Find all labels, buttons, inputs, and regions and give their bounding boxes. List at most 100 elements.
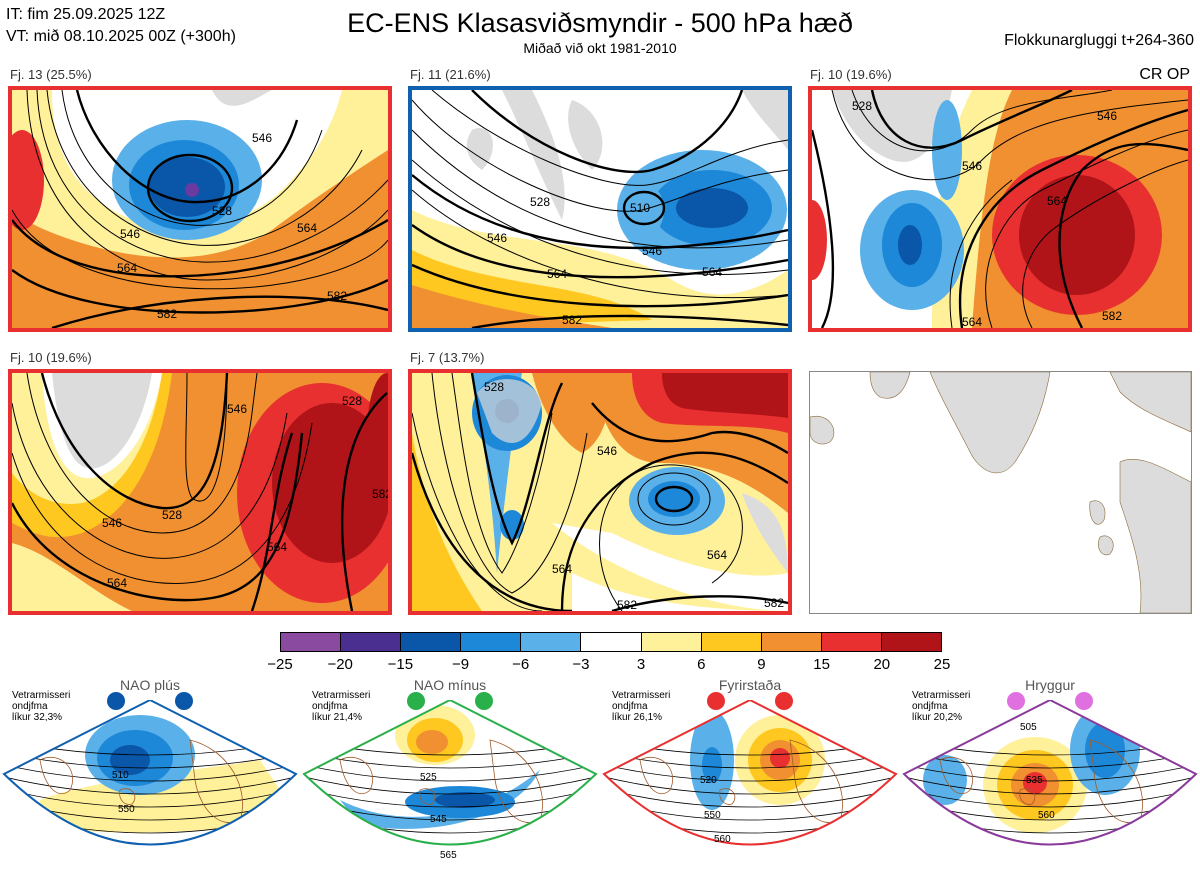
regime-contour-label: 535 <box>1026 775 1043 786</box>
regime-title: Fyrirstaða <box>718 677 782 693</box>
contour-label: 564 <box>547 267 567 281</box>
colorbar-tick-label: −6 <box>512 656 530 673</box>
contour-label: 564 <box>117 261 137 275</box>
regime-contour-label: 550 <box>118 804 135 815</box>
contour-label: 546 <box>642 244 662 258</box>
colorbar-tick-label: 9 <box>757 656 766 673</box>
contour-label: 528 <box>162 508 182 522</box>
contour-label: 510 <box>630 201 650 215</box>
panel-label-3: Fj. 10 (19.6%) <box>810 67 892 82</box>
colorbar-segment <box>761 633 822 651</box>
regime-note-line: ondjfma <box>912 701 948 712</box>
contour-label: 564 <box>702 265 722 279</box>
colorbar-tick-label: −3 <box>572 656 590 673</box>
regime-marker-dot <box>107 692 125 710</box>
regime-title: NAO mínus <box>413 677 487 693</box>
regime-marker-dot <box>1007 692 1025 710</box>
regime-note-line: líkur 21,4% <box>312 712 363 723</box>
regime-note-line: Vetrarmisseri <box>612 690 671 701</box>
colorbar-tick-label: −20 <box>327 656 353 673</box>
contour-label: 564 <box>1047 194 1067 208</box>
contour-label: 582 <box>617 598 637 611</box>
colorbar-tick-label: −15 <box>387 656 414 673</box>
contour-label: 582 <box>764 596 784 610</box>
colorbar-tick-label: 15 <box>813 656 830 673</box>
contour-label: 564 <box>267 540 287 554</box>
regime-title: NAO plús <box>120 677 180 693</box>
colorbar-segment <box>881 633 942 651</box>
colorbar <box>280 632 942 652</box>
contour-label: 582 <box>372 487 388 501</box>
colorbar-segment <box>281 633 342 651</box>
regime-contour-label: 565 <box>440 850 457 861</box>
panel-label-5: Fj. 7 (13.7%) <box>410 350 485 365</box>
colorbar-tick-label: 25 <box>933 656 951 673</box>
classification-window: Flokkunargluggi t+264-360 <box>1004 32 1194 49</box>
regime-map: 520 550 560 <box>602 700 898 846</box>
contour-label: 564 <box>962 315 982 328</box>
regime-map: 525 545 565 <box>302 700 598 861</box>
contour-label: 582 <box>327 289 347 303</box>
colorbar-segment <box>461 633 522 651</box>
contour-label: 546 <box>120 227 140 241</box>
regime-note-line: ondjfma <box>312 701 348 712</box>
contour-label: 564 <box>297 221 317 235</box>
regime-note-line: líkur 32,3% <box>12 712 63 723</box>
regime-contour-label: 560 <box>1038 810 1055 821</box>
colorbar-segment <box>821 633 882 651</box>
contour-label: 564 <box>107 576 127 590</box>
colorbar-tick-label: 20 <box>873 656 891 673</box>
contour-label: 546 <box>227 402 247 416</box>
page-subtitle: Miðað við okt 1981-2010 <box>523 40 677 56</box>
regime-note-line: Vetrarmisseri <box>312 690 371 701</box>
contour-label: 564 <box>552 562 572 576</box>
colorbar-segment <box>641 633 702 651</box>
colorbar-segment <box>581 633 642 651</box>
regime-contour-label: 550 <box>704 810 721 821</box>
contour-label: 582 <box>1102 309 1122 323</box>
colorbar-segment <box>401 633 462 651</box>
contour-label: 582 <box>157 307 177 321</box>
regime-marker-dot <box>1075 692 1093 710</box>
base-map-empty <box>809 371 1192 614</box>
regime-title: Hryggur <box>1025 677 1075 693</box>
colorbar-tick-label: 6 <box>697 656 706 673</box>
contour-label: 546 <box>962 159 982 173</box>
cluster-map-2: 528 546 564 582 546 564 510 <box>408 86 792 332</box>
contour-label: 564 <box>707 548 727 562</box>
valid-time: VT: mið 08.10.2025 00Z (+300h) <box>6 28 236 45</box>
cluster-map-3: 546 564 582 546 528 564 <box>808 86 1192 332</box>
cluster-map-1: 546 564 582 546 564 528 582 <box>8 86 392 332</box>
regime-map: 505 535 560 <box>902 700 1198 846</box>
contour-label: 546 <box>487 231 507 245</box>
regime-contour-label: 505 <box>1020 722 1037 733</box>
page-title: EC-ENS Klasasviðsmyndir - 500 hPa hæð <box>347 8 853 38</box>
contour-label: 546 <box>102 516 122 530</box>
regime-contour-label: 510 <box>112 770 129 781</box>
regime-note: Vetrarmisseri ondjfma líkur 21,4% <box>312 690 370 723</box>
regime-note-line: líkur 20,2% <box>912 712 963 723</box>
regime-note-line: ondjfma <box>12 701 48 712</box>
regime-marker-dot <box>407 692 425 710</box>
regime-note: Vetrarmisseri ondjfma líkur 26,1% <box>612 690 670 723</box>
regime-marker-dot <box>775 692 793 710</box>
contour-label: 528 <box>484 380 504 394</box>
regime-marker-dot <box>707 692 725 710</box>
panel-label-2: Fj. 11 (21.6%) <box>410 67 491 82</box>
regime-map: 510 550 <box>2 700 298 846</box>
regime-note: Vetrarmisseri ondjfma líkur 20,2% <box>912 690 970 723</box>
colorbar-segment <box>341 633 402 651</box>
cluster-map-4: 528 546 564 546 564 528 582 <box>8 369 392 615</box>
regime-note-line: líkur 26,1% <box>612 712 663 723</box>
regime-contour-label: 560 <box>714 834 731 845</box>
contour-label: 528 <box>530 195 550 209</box>
regime-marker-dot <box>175 692 193 710</box>
contour-label: 528 <box>852 99 872 113</box>
contour-label: 546 <box>252 131 272 145</box>
contour-label: 546 <box>1097 109 1117 123</box>
regime-marker-dot <box>475 692 493 710</box>
colorbar-segment <box>521 633 582 651</box>
run-info: IT: fim 25.09.2025 12Z VT: mið 08.10.202… <box>6 4 236 48</box>
colorbar-tick-label: 3 <box>636 656 646 673</box>
colorbar-segment <box>701 633 762 651</box>
